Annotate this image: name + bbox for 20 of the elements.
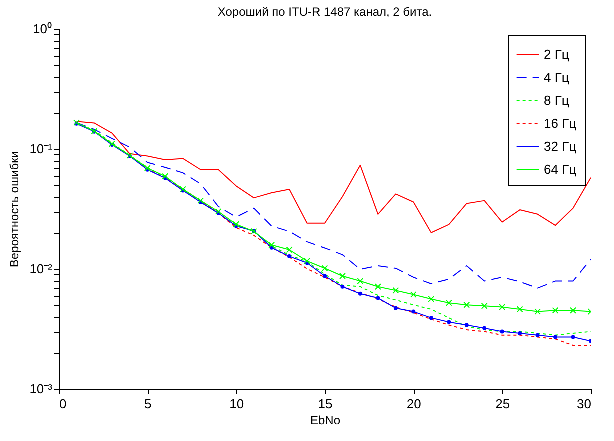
legend-label: 16 Гц <box>544 116 578 131</box>
y-tick-label: 10⁻³ <box>30 382 54 396</box>
y-axis-title: Вероятность ошибки <box>8 151 22 268</box>
x-axis-title: EbNo <box>310 414 341 428</box>
y-tick-label: 10⁻¹ <box>30 142 54 156</box>
legend-label: 64 Гц <box>544 162 578 177</box>
x-tick-label: 10 <box>230 396 244 412</box>
chart-title: Хороший по ITU-R 1487 канал, 2 бита. <box>218 5 432 19</box>
x-tick-label: 15 <box>318 396 333 412</box>
legend-label: 32 Гц <box>544 139 578 154</box>
x-tick-label: 0 <box>60 396 67 412</box>
y-tick-label: 10⁰ <box>33 22 52 36</box>
legend-label: 8 Гц <box>544 93 570 108</box>
x-tick-label: 25 <box>496 396 510 412</box>
x-tick-label: 30 <box>577 396 592 412</box>
legend-label: 4 Гц <box>544 70 570 85</box>
legend-label: 2 Гц <box>544 47 570 62</box>
y-tick-label: 10⁻² <box>30 262 54 276</box>
x-tick-label: 5 <box>144 396 152 412</box>
x-tick-label: 20 <box>406 396 422 412</box>
